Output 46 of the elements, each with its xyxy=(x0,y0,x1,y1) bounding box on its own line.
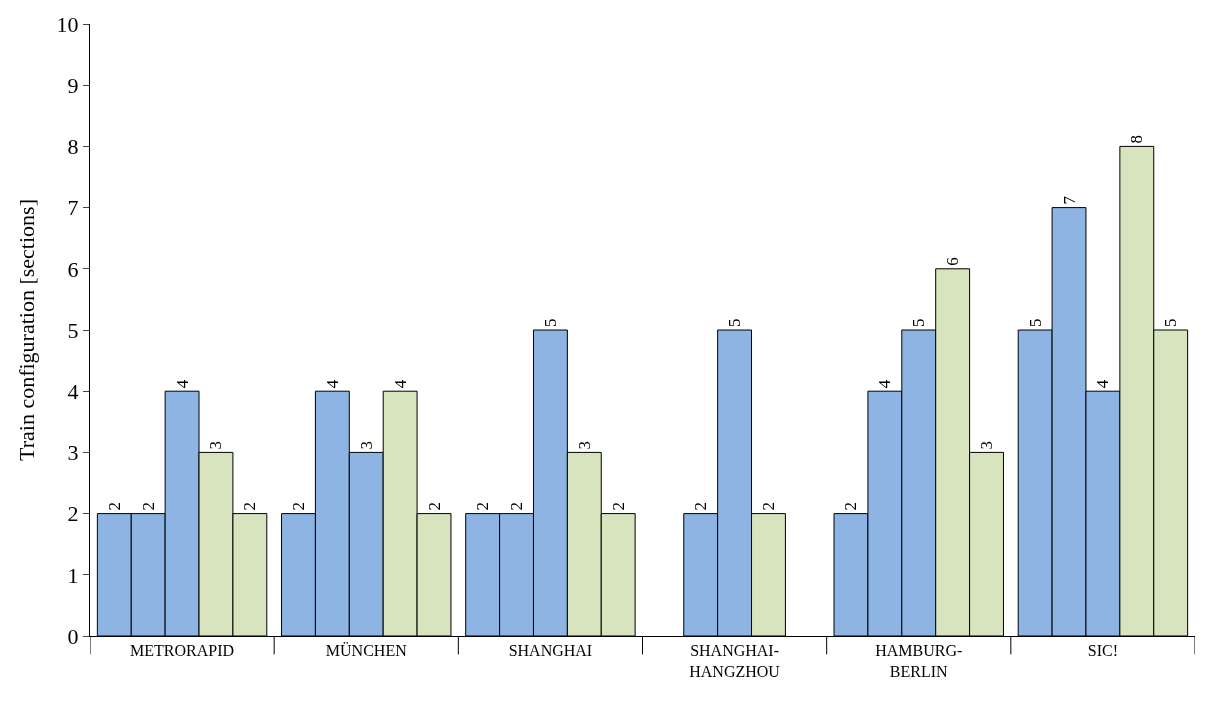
y-tick-label: 1 xyxy=(67,562,79,588)
y-tick-label: 6 xyxy=(67,256,79,282)
data-label: 2 xyxy=(240,502,260,511)
x-tick-label: SHANGHAI xyxy=(508,642,593,660)
data-label: 2 xyxy=(138,502,158,511)
data-label: 5 xyxy=(1161,318,1181,327)
data-label: 6 xyxy=(943,257,963,266)
x-tick-label: METRORAPID xyxy=(130,642,235,660)
x-tick-label: SHANGHAI- HANGZHOU xyxy=(689,642,781,680)
data-label: 4 xyxy=(390,379,410,389)
data-label: 3 xyxy=(206,440,226,450)
y-tick-label: 3 xyxy=(67,440,79,466)
y-tick-label: 4 xyxy=(67,378,79,404)
data-label: 2 xyxy=(841,502,861,511)
y-tick-label: 7 xyxy=(67,195,79,221)
y-tick-label: 0 xyxy=(67,623,79,649)
y-tick-label: 9 xyxy=(67,72,79,98)
data-label: 3 xyxy=(574,440,594,450)
data-label: 3 xyxy=(977,440,997,450)
data-label: 8 xyxy=(1127,134,1147,144)
y-tick-label: 10 xyxy=(56,11,79,37)
data-label: 5 xyxy=(909,318,929,327)
data-label: 2 xyxy=(288,502,308,511)
data-label: 2 xyxy=(104,502,124,511)
data-label: 2 xyxy=(608,502,628,511)
data-label: 4 xyxy=(322,379,342,389)
data-label: 3 xyxy=(356,440,376,450)
data-label: 7 xyxy=(1059,195,1079,205)
data-label: 2 xyxy=(507,502,527,511)
data-label: 5 xyxy=(540,318,560,327)
data-label: 2 xyxy=(473,502,493,511)
data-label: 2 xyxy=(424,502,444,511)
x-tick-label: HAMBURG- BERLIN xyxy=(875,642,963,680)
y-tick-label: 5 xyxy=(67,317,79,343)
data-label: 2 xyxy=(758,502,778,511)
x-tick-label: SIC! xyxy=(1087,642,1119,660)
data-label: 4 xyxy=(875,379,895,389)
data-label: 4 xyxy=(172,379,192,389)
data-label: 2 xyxy=(691,502,711,511)
y-axis-title: Train configuration [sections] xyxy=(14,199,40,461)
x-tick-label: MÜNCHEN xyxy=(325,642,408,660)
y-tick-label: 2 xyxy=(67,501,79,527)
y-tick-label: 8 xyxy=(67,134,79,160)
data-label: 5 xyxy=(1025,318,1045,327)
data-label: 5 xyxy=(725,318,745,327)
data-label: 4 xyxy=(1093,379,1113,389)
